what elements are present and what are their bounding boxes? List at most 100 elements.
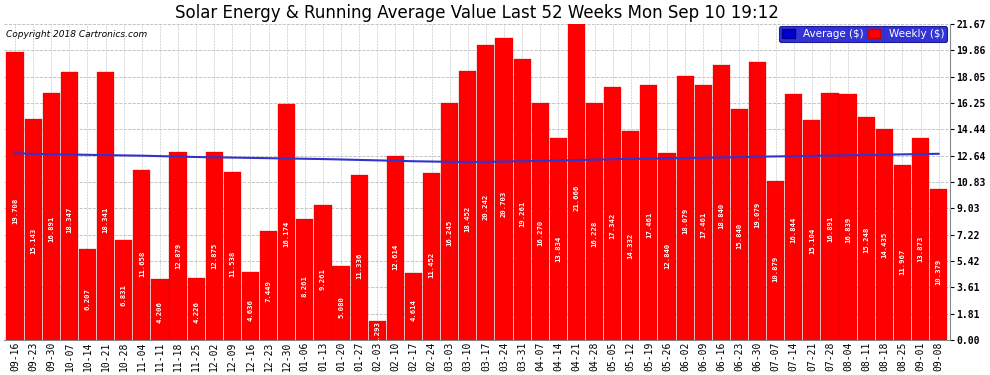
Bar xyxy=(604,87,622,340)
Bar xyxy=(350,175,367,340)
Text: 14.332: 14.332 xyxy=(628,233,634,259)
Bar xyxy=(242,272,259,340)
Text: 21.666: 21.666 xyxy=(573,184,579,211)
Bar xyxy=(6,53,24,340)
Bar xyxy=(368,321,386,340)
Text: 1.293: 1.293 xyxy=(374,321,380,342)
Text: 16.174: 16.174 xyxy=(284,221,290,247)
Text: 12.614: 12.614 xyxy=(392,244,398,270)
Bar xyxy=(930,189,947,340)
Text: 4.636: 4.636 xyxy=(248,298,253,321)
Text: 18.840: 18.840 xyxy=(719,203,725,229)
Bar xyxy=(532,102,548,340)
Text: 18.079: 18.079 xyxy=(682,208,688,234)
Bar xyxy=(622,131,640,340)
Text: 12.875: 12.875 xyxy=(211,242,217,268)
Text: 20.703: 20.703 xyxy=(501,191,507,217)
Bar xyxy=(423,173,441,340)
Text: 17.342: 17.342 xyxy=(610,213,616,239)
Legend: Average ($), Weekly ($): Average ($), Weekly ($) xyxy=(779,26,947,42)
Text: 8.261: 8.261 xyxy=(302,275,308,297)
Title: Solar Energy & Running Average Value Last 52 Weeks Mon Sep 10 19:12: Solar Energy & Running Average Value Las… xyxy=(175,4,779,22)
Text: 18.347: 18.347 xyxy=(66,206,72,232)
Text: 20.242: 20.242 xyxy=(483,194,489,220)
Bar xyxy=(134,170,150,340)
Text: 16.270: 16.270 xyxy=(538,220,544,246)
Text: 16.245: 16.245 xyxy=(446,220,452,246)
Text: 7.449: 7.449 xyxy=(265,280,271,302)
Text: 13.873: 13.873 xyxy=(918,236,924,262)
Bar xyxy=(151,279,168,340)
Text: 12.879: 12.879 xyxy=(175,242,181,268)
Bar xyxy=(169,152,187,340)
Bar xyxy=(840,94,856,340)
Bar xyxy=(785,94,802,340)
Bar xyxy=(676,76,694,340)
Bar xyxy=(658,153,675,340)
Bar xyxy=(695,85,712,340)
Bar xyxy=(25,119,42,340)
Bar xyxy=(586,103,603,340)
Bar xyxy=(495,38,513,340)
Bar xyxy=(387,156,404,340)
Text: 17.461: 17.461 xyxy=(645,212,651,238)
Bar xyxy=(43,93,59,340)
Text: 4.614: 4.614 xyxy=(411,299,417,321)
Text: 10.879: 10.879 xyxy=(772,255,779,282)
Bar xyxy=(767,181,784,340)
Bar xyxy=(224,172,241,340)
Text: 4.226: 4.226 xyxy=(193,302,199,323)
Text: 11.967: 11.967 xyxy=(900,248,906,274)
Bar xyxy=(477,45,494,340)
Text: 14.435: 14.435 xyxy=(881,232,887,258)
Bar xyxy=(713,65,730,340)
Text: 6.831: 6.831 xyxy=(121,284,127,306)
Text: 11.336: 11.336 xyxy=(356,252,362,279)
Bar xyxy=(442,103,458,340)
Bar xyxy=(97,72,114,340)
Bar xyxy=(731,109,748,340)
Bar xyxy=(641,85,657,340)
Bar xyxy=(857,117,875,340)
Text: 6.207: 6.207 xyxy=(84,288,90,310)
Text: 10.379: 10.379 xyxy=(936,259,941,285)
Bar xyxy=(79,249,96,340)
Bar xyxy=(549,138,567,340)
Bar xyxy=(803,120,821,340)
Text: 4.206: 4.206 xyxy=(156,302,163,323)
Text: 18.341: 18.341 xyxy=(103,207,109,233)
Bar xyxy=(894,165,911,340)
Bar xyxy=(260,231,277,340)
Text: 11.538: 11.538 xyxy=(230,251,236,278)
Text: 16.839: 16.839 xyxy=(845,216,851,243)
Text: 16.891: 16.891 xyxy=(49,216,54,242)
Text: 9.261: 9.261 xyxy=(320,268,326,290)
Bar xyxy=(459,71,476,340)
Text: 12.840: 12.840 xyxy=(664,243,670,269)
Text: Copyright 2018 Cartronics.com: Copyright 2018 Cartronics.com xyxy=(6,30,148,39)
Bar xyxy=(296,219,314,340)
Text: 15.840: 15.840 xyxy=(737,223,742,249)
Text: 19.079: 19.079 xyxy=(754,202,760,228)
Text: 13.834: 13.834 xyxy=(555,236,561,262)
Bar xyxy=(206,152,223,340)
Text: 19.708: 19.708 xyxy=(12,198,18,224)
Text: 18.452: 18.452 xyxy=(464,206,471,232)
Bar xyxy=(60,72,78,340)
Text: 16.228: 16.228 xyxy=(592,220,598,247)
Bar xyxy=(912,138,930,340)
Bar xyxy=(115,240,133,340)
Text: 19.261: 19.261 xyxy=(519,200,525,226)
Bar xyxy=(568,24,585,340)
Text: 11.452: 11.452 xyxy=(429,252,435,278)
Bar xyxy=(187,278,205,340)
Text: 5.080: 5.080 xyxy=(338,296,344,318)
Text: 15.248: 15.248 xyxy=(863,227,869,253)
Bar xyxy=(278,104,295,340)
Bar xyxy=(749,62,766,340)
Bar xyxy=(333,266,349,340)
Bar xyxy=(876,129,893,340)
Text: 15.143: 15.143 xyxy=(30,228,37,254)
Text: 16.844: 16.844 xyxy=(791,216,797,243)
Text: 15.104: 15.104 xyxy=(809,228,815,254)
